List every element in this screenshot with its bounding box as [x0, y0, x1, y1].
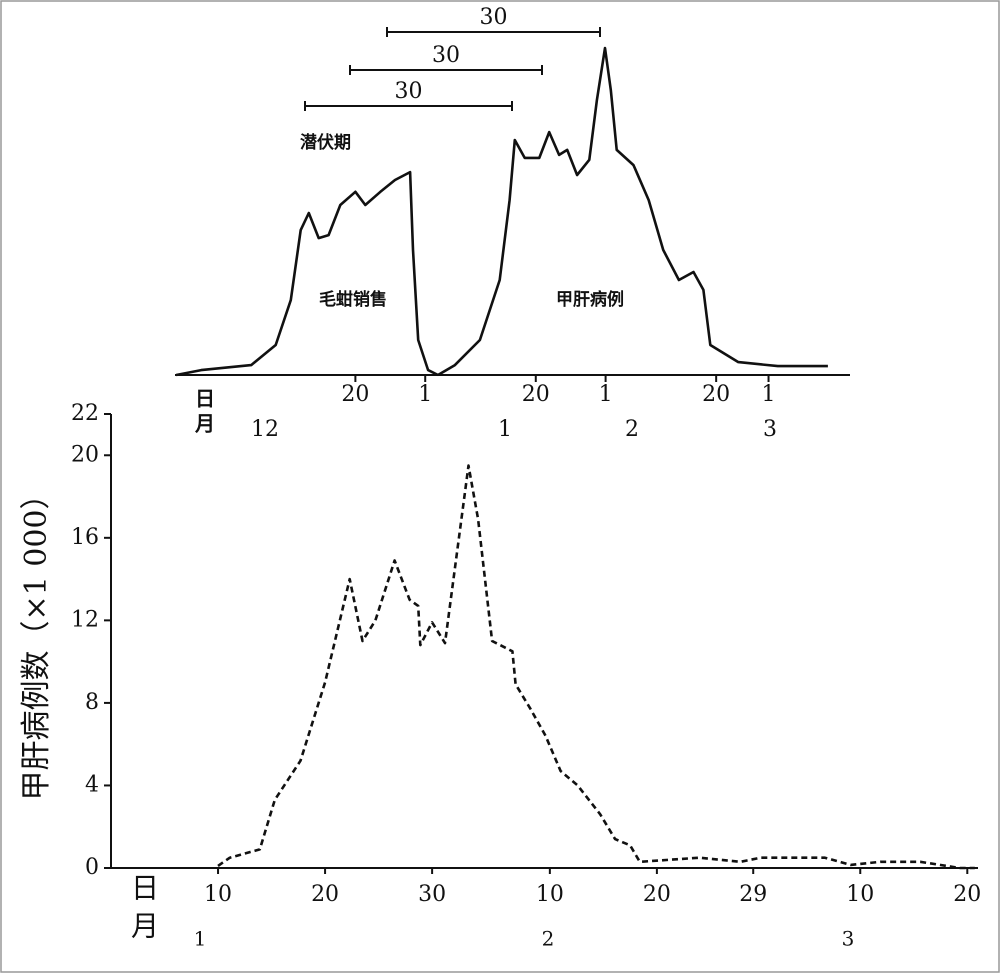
line	[437, 46, 828, 377]
series-label: 甲肝病例	[556, 289, 624, 310]
x-tick-label: 1	[762, 382, 776, 407]
x-tick-label: 10	[846, 882, 874, 907]
x-axis-label: 日	[195, 387, 215, 411]
y-tick-label: 16	[71, 525, 99, 550]
x-axis-label: 日	[131, 872, 159, 905]
month-label: 3	[763, 417, 777, 442]
y-tick-label: 22	[71, 401, 99, 426]
month-label: 12	[251, 417, 279, 442]
annotation: 30	[395, 79, 423, 104]
x-tick-label: 1	[418, 382, 432, 407]
month-label: 3	[842, 927, 855, 951]
x-tick-label: 20	[522, 382, 550, 407]
y-tick-label: 12	[71, 607, 99, 632]
x-tick-label: 29	[739, 882, 767, 907]
annotation: 潜伏期	[300, 132, 351, 153]
x-tick-label: 10	[536, 882, 564, 907]
annotation: 30	[432, 43, 460, 68]
x-tick-label: 20	[311, 882, 339, 907]
line	[217, 464, 975, 870]
x-tick-label: 1	[599, 382, 613, 407]
x-axis-label: 月	[194, 412, 215, 436]
x-tick-label: 10	[204, 882, 232, 907]
month-label: 1	[194, 927, 207, 951]
month-label: 1	[498, 417, 512, 442]
y-tick-label: 8	[85, 690, 99, 715]
y-axis-label: 甲肝病例数（×1 000）	[19, 479, 54, 800]
y-tick-label: 20	[71, 442, 99, 467]
x-axis-label: 月	[131, 910, 159, 943]
series-label: 毛蚶销售	[319, 289, 387, 310]
x-tick-label: 30	[418, 882, 446, 907]
month-label: 2	[625, 417, 639, 442]
y-tick-label: 0	[85, 855, 99, 880]
annotation: 30	[480, 5, 508, 30]
line	[175, 170, 439, 377]
y-tick-label: 4	[85, 772, 99, 797]
month-label: 2	[542, 927, 555, 951]
x-tick-label: 20	[953, 882, 981, 907]
x-tick-label: 20	[643, 882, 671, 907]
x-tick-label: 20	[341, 382, 369, 407]
x-tick-label: 20	[702, 382, 730, 407]
